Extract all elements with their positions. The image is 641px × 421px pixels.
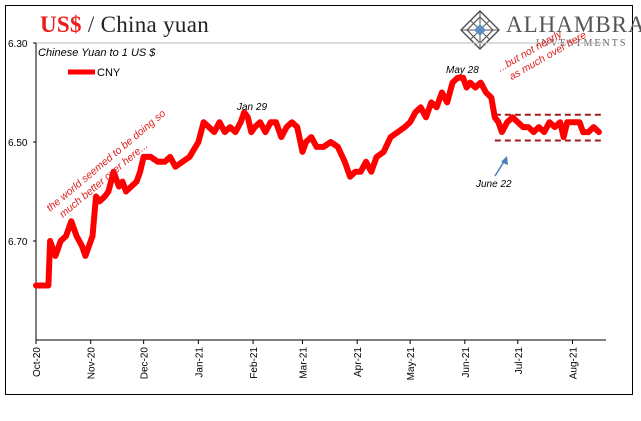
annotation-june22: June 22: [475, 179, 512, 190]
x-tick-label: Nov-20: [87, 347, 98, 380]
chart-subtitle: Chinese Yuan to 1 US $: [38, 47, 156, 59]
brand-logo: ALHAMBRA INVESTMENTS: [458, 8, 641, 52]
legend-label: CNY: [97, 67, 121, 79]
x-tick-label: Oct-20: [32, 347, 43, 377]
y-tick-label: 6.30: [8, 39, 28, 50]
x-tick-label: Jan-21: [194, 347, 205, 378]
x-tick-label: Jul-21: [514, 347, 525, 375]
diamond-lattice-icon: [460, 10, 500, 50]
x-tick-label: Aug-21: [568, 347, 579, 380]
brand-name: ALHAMBRA: [506, 12, 641, 37]
title-separator: /: [81, 12, 101, 37]
x-tick-label: Jun-21: [461, 347, 472, 378]
x-tick-label: Mar-21: [298, 347, 309, 379]
annotation-jan29: Jan 29: [236, 102, 267, 113]
chart-frame: [5, 5, 633, 395]
title-rest: China yuan: [100, 12, 210, 37]
annotation-right: ...but not nearlyas much over here: [496, 18, 589, 86]
annotation-may28: May 28: [446, 65, 479, 76]
y-tick-label: 6.50: [8, 138, 28, 149]
series-line-cny: [33, 74, 602, 289]
y-tick-label: 6.70: [8, 237, 28, 248]
x-tick-label: May-21: [406, 347, 417, 381]
title-main: US$: [40, 12, 82, 37]
x-tick-label: Apr-21: [353, 347, 364, 377]
arrow-head-icon: [501, 156, 508, 165]
chart-title: US$ / China yuan: [40, 12, 209, 38]
x-tick-label: Dec-20: [140, 347, 151, 380]
annotation-left: the world seemed to be doing somuch bett…: [44, 107, 176, 224]
x-tick-label: Feb-21: [249, 347, 260, 379]
